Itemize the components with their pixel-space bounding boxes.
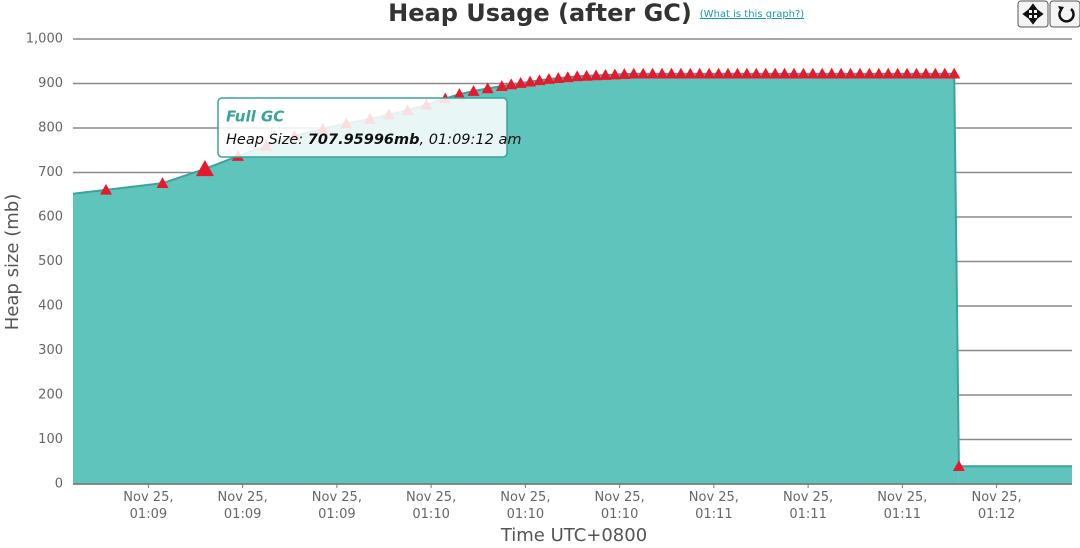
y-tick-label: 1,000 (26, 32, 63, 47)
plot-area: 0 100 200 300 400 500 600 700 800 900 1,000 Nov 25,… (26, 32, 1072, 522)
y-tick-label: 800 (38, 121, 63, 136)
pan-button[interactable] (1017, 0, 1049, 28)
gc-marker (618, 68, 631, 79)
y-tick-label: 700 (38, 165, 63, 180)
gc-marker (938, 67, 951, 79)
gc-marker (533, 74, 546, 86)
button-frame (1049, 0, 1080, 28)
reset-icon-arrow (1058, 6, 1064, 12)
gc-marker (467, 85, 480, 96)
gc-marker (552, 72, 565, 83)
gc-marker (627, 67, 640, 79)
gc-marker (703, 67, 716, 79)
gc-marker (835, 67, 848, 79)
gc-marker (844, 67, 857, 79)
gc-marker (948, 67, 961, 79)
gc-marker (750, 67, 763, 79)
gc-marker (580, 69, 593, 81)
gc-marker (524, 75, 537, 87)
gc-marker (759, 67, 772, 79)
x-tick-label: Nov 25, 01:11 (877, 490, 927, 522)
gc-marker (571, 70, 584, 82)
y-tick-label: 500 (38, 254, 63, 269)
y-tick-label: 400 (38, 299, 63, 314)
gc-marker (608, 68, 621, 80)
gc-marker (674, 67, 687, 79)
gc-marker (806, 67, 819, 79)
gc-marker (665, 67, 678, 79)
gc-marker (853, 67, 866, 79)
y-tick-label: 600 (38, 210, 63, 225)
gc-marker (952, 460, 965, 471)
x-tick-label: Nov 25, 01:09 (218, 490, 268, 522)
gc-marker (514, 77, 527, 88)
x-axis-title: Time UTC+0800 (500, 525, 647, 546)
gc-marker (919, 67, 932, 79)
area-edge (958, 466, 1072, 484)
gc-marker (731, 67, 744, 79)
gc-marker (740, 67, 753, 79)
pan-icon (1022, 3, 1044, 25)
gc-marker (195, 159, 214, 177)
chart-title: Heap Usage (after GC) (388, 0, 692, 27)
y-tick-label: 200 (38, 388, 63, 403)
y-tick-label: 900 (38, 76, 63, 91)
gc-marker (797, 67, 810, 79)
area-edge (73, 189, 106, 485)
gc-marker (646, 67, 659, 79)
x-tick-label: Nov 25, 01:10 (406, 490, 456, 522)
gc-marker (863, 67, 876, 79)
tooltip-title: Full GC (226, 108, 284, 126)
gc-marker (787, 67, 800, 79)
x-tick-label: Nov 25, 01:10 (500, 490, 550, 522)
tooltip-body: Heap Size: 707.95996mb, 01:09:12 am (226, 132, 521, 148)
gc-marker (778, 67, 791, 79)
tooltip-box (217, 97, 508, 158)
gc-marker (542, 73, 555, 84)
gc-marker (929, 67, 942, 79)
y-tick-label: 100 (38, 432, 63, 447)
help-link[interactable]: (What is this graph?) (700, 9, 805, 20)
y-axis-title: Heap size (mb) (2, 194, 23, 330)
gc-marker (453, 88, 466, 99)
gc-marker (891, 67, 904, 79)
gc-marker (722, 67, 735, 79)
tooltip-time: , 01:09:12 am (420, 132, 522, 148)
x-tick-label: Nov 25, 01:11 (783, 490, 833, 522)
gc-marker (590, 69, 603, 81)
tooltip-value: 707.95996mb (308, 132, 420, 148)
gc-marker (156, 177, 169, 188)
y-tick-label: 300 (38, 343, 63, 358)
gc-marker (656, 67, 669, 79)
tooltip: Full GC Heap Size: 707.95996mb, 01:09:12 … (217, 97, 521, 158)
gc-marker (599, 69, 612, 80)
gc-marker (505, 78, 518, 90)
reset-button[interactable] (1049, 0, 1080, 28)
gc-marker (637, 67, 650, 79)
gc-marker (99, 183, 112, 195)
gc-marker (712, 67, 725, 79)
gc-marker (693, 67, 706, 79)
y-tick-label: 0 (55, 477, 63, 492)
gc-marker (769, 67, 782, 79)
gc-marker (910, 67, 923, 79)
x-tick-label: Nov 25, 01:09 (312, 490, 362, 522)
reset-icon (1058, 8, 1075, 23)
gc-marker (882, 67, 895, 79)
x-tick-label: Nov 25, 01:11 (689, 490, 739, 522)
x-tick-label: Nov 25, 01:09 (123, 490, 173, 522)
gc-marker (495, 80, 508, 91)
gc-marker (816, 67, 829, 79)
tooltip-label: Heap Size: (226, 132, 308, 148)
x-tick-label: Nov 25, 01:10 (595, 490, 645, 522)
gc-marker (901, 67, 914, 79)
gc-marker (481, 82, 494, 94)
x-tick-label: Nov 25, 01:12 (972, 490, 1022, 522)
area (105, 73, 959, 485)
gc-marker (684, 67, 697, 79)
gc-marker (872, 67, 885, 79)
gc-marker (825, 67, 838, 79)
gc-marker (561, 71, 574, 83)
